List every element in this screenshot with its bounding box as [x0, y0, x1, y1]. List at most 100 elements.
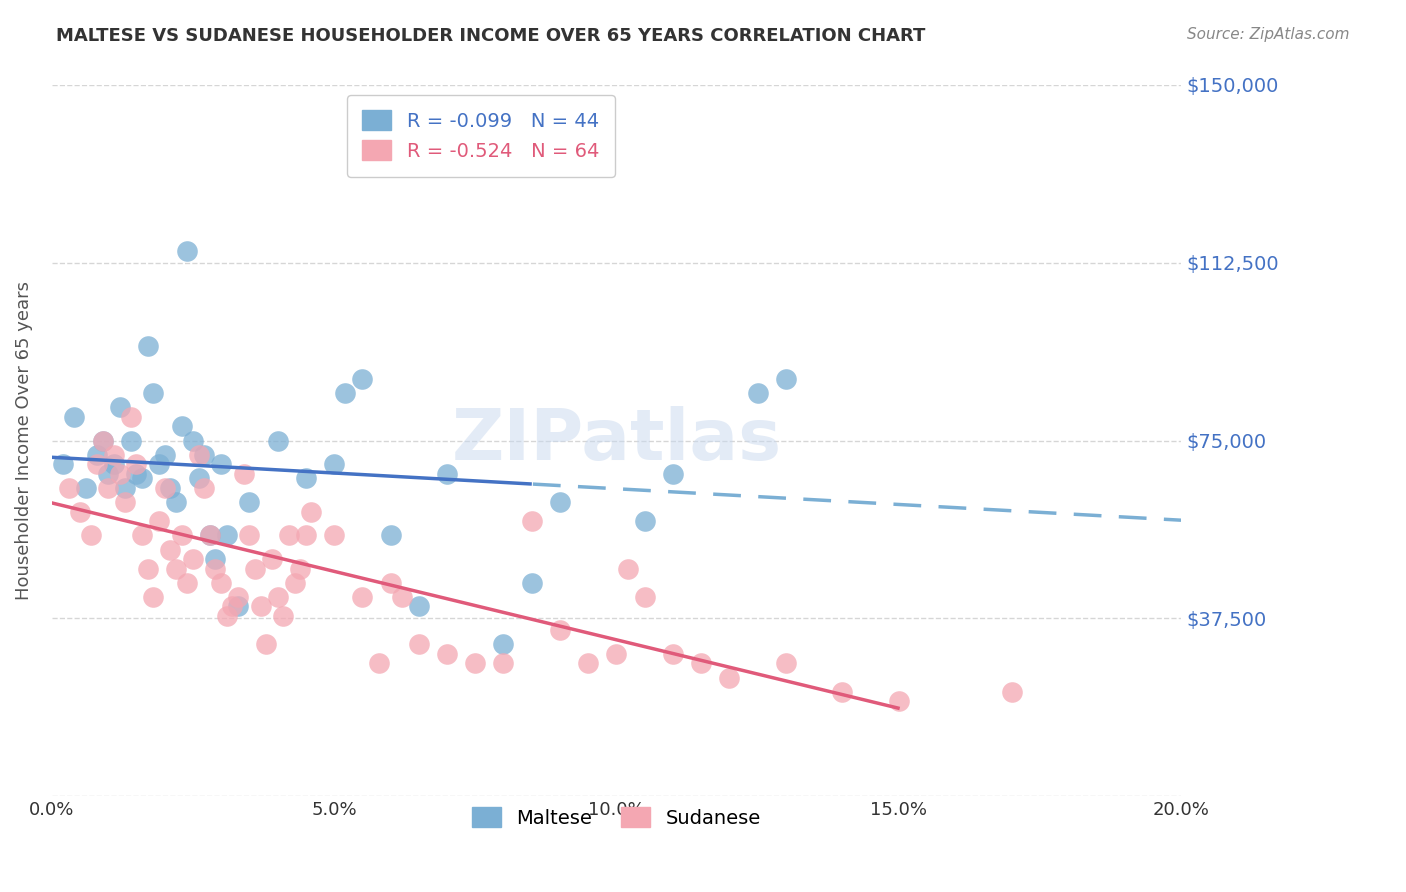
- Point: [142, 386, 165, 401]
- Point: [283, 575, 305, 590]
- Point: [215, 528, 238, 542]
- Point: [662, 647, 685, 661]
- Point: [170, 419, 193, 434]
- Point: [775, 657, 797, 671]
- Text: MALTESE VS SUDANESE HOUSEHOLDER INCOME OVER 65 YEARS CORRELATION CHART: MALTESE VS SUDANESE HOUSEHOLDER INCOME O…: [56, 27, 925, 45]
- Point: [548, 495, 571, 509]
- Point: [436, 647, 458, 661]
- Point: [290, 561, 312, 575]
- Point: [108, 401, 131, 415]
- Point: [108, 467, 131, 481]
- Text: Source: ZipAtlas.com: Source: ZipAtlas.com: [1187, 27, 1350, 42]
- Point: [181, 552, 204, 566]
- Point: [238, 528, 260, 542]
- Point: [136, 561, 159, 575]
- Point: [380, 575, 402, 590]
- Point: [1001, 685, 1024, 699]
- Point: [176, 575, 198, 590]
- Point: [159, 481, 181, 495]
- Point: [718, 671, 741, 685]
- Point: [75, 481, 97, 495]
- Point: [165, 561, 187, 575]
- Point: [266, 590, 288, 604]
- Point: [464, 657, 486, 671]
- Point: [492, 637, 515, 651]
- Point: [323, 528, 346, 542]
- Point: [775, 372, 797, 386]
- Point: [633, 590, 655, 604]
- Point: [690, 657, 713, 671]
- Point: [91, 434, 114, 448]
- Point: [170, 528, 193, 542]
- Point: [662, 467, 685, 481]
- Point: [176, 244, 198, 258]
- Point: [153, 448, 176, 462]
- Point: [142, 590, 165, 604]
- Legend: Maltese, Sudanese: Maltese, Sudanese: [456, 791, 778, 843]
- Point: [295, 528, 318, 542]
- Point: [153, 481, 176, 495]
- Point: [301, 505, 323, 519]
- Point: [136, 339, 159, 353]
- Point: [249, 599, 271, 614]
- Point: [209, 457, 232, 471]
- Point: [605, 647, 627, 661]
- Point: [125, 467, 148, 481]
- Point: [408, 637, 430, 651]
- Point: [520, 575, 543, 590]
- Point: [114, 495, 136, 509]
- Point: [260, 552, 283, 566]
- Text: ZIPatlas: ZIPatlas: [451, 406, 782, 475]
- Point: [368, 657, 391, 671]
- Point: [391, 590, 413, 604]
- Point: [226, 590, 249, 604]
- Point: [266, 434, 288, 448]
- Point: [165, 495, 187, 509]
- Point: [633, 514, 655, 528]
- Point: [831, 685, 853, 699]
- Point: [226, 599, 249, 614]
- Point: [548, 623, 571, 637]
- Point: [323, 457, 346, 471]
- Point: [181, 434, 204, 448]
- Point: [120, 434, 142, 448]
- Point: [193, 448, 215, 462]
- Point: [492, 657, 515, 671]
- Point: [520, 514, 543, 528]
- Point: [103, 457, 125, 471]
- Point: [97, 481, 120, 495]
- Point: [380, 528, 402, 542]
- Point: [187, 471, 209, 485]
- Point: [352, 372, 374, 386]
- Point: [576, 657, 599, 671]
- Point: [80, 528, 103, 542]
- Point: [187, 448, 209, 462]
- Point: [159, 542, 181, 557]
- Point: [204, 552, 226, 566]
- Point: [114, 481, 136, 495]
- Point: [86, 457, 108, 471]
- Point: [254, 637, 277, 651]
- Point: [86, 448, 108, 462]
- Point: [125, 457, 148, 471]
- Point: [238, 495, 260, 509]
- Point: [63, 409, 86, 424]
- Point: [69, 505, 91, 519]
- Point: [198, 528, 221, 542]
- Point: [131, 528, 153, 542]
- Y-axis label: Householder Income Over 65 years: Householder Income Over 65 years: [15, 281, 32, 600]
- Point: [436, 467, 458, 481]
- Point: [120, 409, 142, 424]
- Point: [271, 609, 294, 624]
- Point: [52, 457, 75, 471]
- Point: [209, 575, 232, 590]
- Point: [91, 434, 114, 448]
- Point: [335, 386, 357, 401]
- Point: [408, 599, 430, 614]
- Point: [97, 467, 120, 481]
- Point: [887, 694, 910, 708]
- Point: [193, 481, 215, 495]
- Point: [131, 471, 153, 485]
- Point: [747, 386, 769, 401]
- Point: [198, 528, 221, 542]
